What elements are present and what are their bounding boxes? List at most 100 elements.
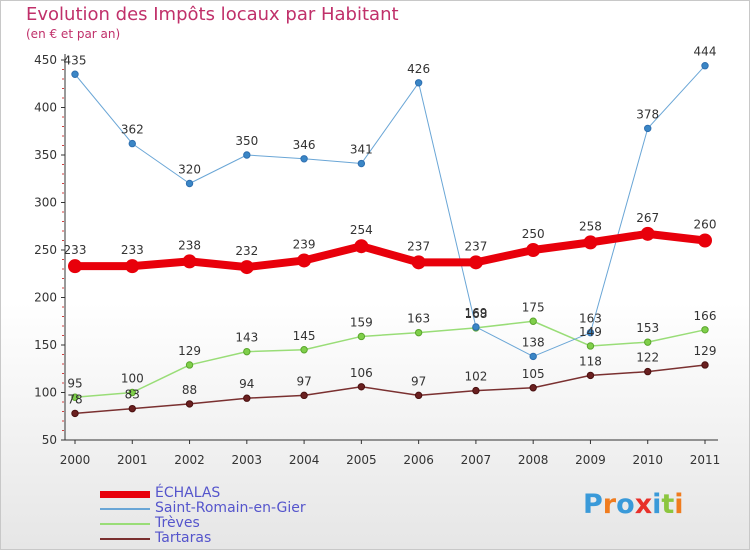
x-tick-label: 2003 [232,453,263,467]
data-label: 258 [579,219,602,233]
data-label: 362 [121,123,144,137]
data-label: 346 [293,138,316,152]
logo-letter: P [583,489,603,520]
y-tick-label: 300 [34,196,57,210]
data-point [414,79,423,87]
y-tick-label: 50 [42,433,57,447]
x-tick-label: 2004 [289,453,320,467]
data-label: 237 [464,239,487,253]
data-label: 97 [411,374,426,388]
data-point [71,409,79,418]
series-line-0 [75,229,706,272]
data-point [128,388,136,397]
logo-letter: r [602,489,617,520]
data-label: 175 [522,300,545,314]
logo-letter: x [634,489,653,520]
data-point [411,255,426,270]
legend-label: Tartaras [155,530,212,546]
data-label: 118 [579,354,602,368]
data-point [357,159,366,168]
x-tick-label: 2005 [346,453,377,467]
data-label: 238 [178,238,201,252]
data-point [644,124,652,133]
data-label: 153 [636,321,659,335]
data-label: 83 [125,388,140,402]
y-tick-label: 400 [34,101,57,115]
y-tick-label: 450 [34,53,57,67]
data-point [529,352,537,361]
data-label: 149 [579,325,602,339]
data-point [71,393,79,401]
x-tick-label: 2006 [403,453,434,467]
data-point [68,259,82,274]
y-tick-label: 100 [34,386,57,400]
data-point [297,253,312,268]
legend-label: Saint-Romain-en-Gier [155,500,306,516]
series-line-3 [74,364,706,415]
data-label: 138 [522,335,545,349]
y-tick-label: 150 [34,338,57,352]
data-point [185,361,194,369]
x-tick-label: 2002 [174,453,205,467]
data-point [300,391,308,400]
y-tick-label: 200 [34,291,57,305]
series-line-1 [74,65,706,357]
data-label: 320 [178,163,201,177]
proxiti-logo: Proxiti [583,489,684,520]
data-point [185,400,194,408]
data-point [468,255,483,270]
data-point [529,317,537,325]
x-tick-label: 2007 [461,453,492,467]
data-point [472,323,480,331]
data-point [472,386,480,395]
data-label: 78 [67,392,82,406]
data-label: 129 [694,344,717,358]
data-label: 106 [350,366,373,380]
data-point [414,391,423,400]
data-label: 168 [464,307,487,321]
data-label: 100 [121,372,144,386]
data-point [586,342,595,350]
data-label: 233 [64,243,87,257]
data-point [182,254,197,269]
legend-swatch [100,538,150,540]
data-label: 105 [522,367,545,381]
data-label: 129 [178,344,201,358]
data-label: 145 [293,329,316,343]
data-point [300,346,308,354]
data-point [586,371,595,380]
data-label: 239 [293,237,316,251]
logo-letter: i [674,489,684,520]
data-label: 95 [67,376,82,390]
data-point [701,361,709,369]
legend-item: Tartaras [100,530,360,546]
data-point [71,70,79,78]
data-point [357,383,366,391]
data-label: 341 [350,143,373,157]
legend-swatch [100,490,150,498]
data-point [526,243,541,257]
data-point [698,233,712,248]
data-point [357,332,366,341]
data-point [529,384,537,392]
data-point [583,235,598,250]
data-point [239,260,254,275]
data-label: 169 [464,306,487,320]
data-point [644,367,652,376]
y-tick-label: 350 [34,148,57,162]
data-point [185,179,194,188]
data-label: 232 [235,244,258,258]
data-label: 97 [296,374,311,388]
data-point [128,139,136,148]
data-point [701,326,709,334]
x-tick-label: 2009 [575,453,606,467]
x-tick-label: 2001 [117,453,148,467]
data-label: 163 [579,312,602,326]
legend-swatch [100,508,150,510]
x-tick-label: 2008 [518,453,549,467]
chart-legend: ÉCHALAS Saint-Romain-en-Gier Trèves Tartara… [100,485,360,546]
y-tick-label: 250 [34,243,57,257]
data-label: 163 [407,312,430,326]
